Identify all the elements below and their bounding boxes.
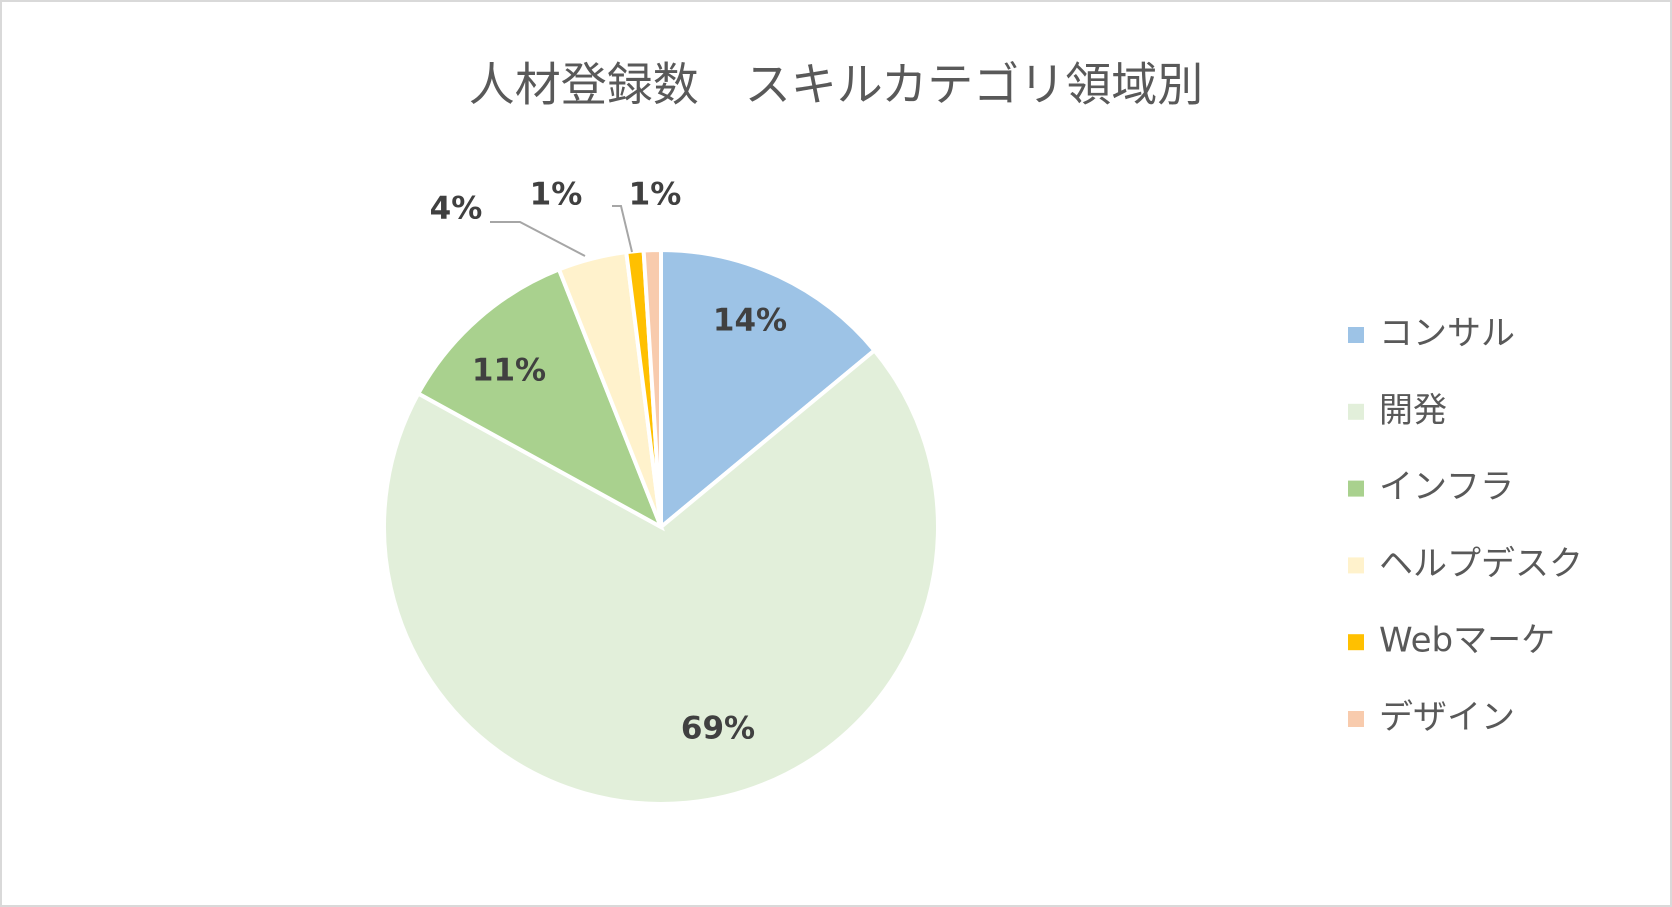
legend-marker <box>1348 403 1364 420</box>
data-label: 4% <box>430 191 483 227</box>
legend-marker <box>1348 634 1364 651</box>
pie-slice <box>415 266 665 532</box>
legend-label: インフラ <box>1379 467 1514 507</box>
data-label: 1% <box>629 177 682 213</box>
leader-line <box>490 221 586 257</box>
chart-title: 人材登録数 スキルカテゴリ領域別 <box>469 58 1204 112</box>
pie-slice <box>382 347 940 806</box>
legend-marker <box>1348 557 1364 574</box>
legend-label: Webマーケ <box>1379 621 1555 661</box>
legend-marker <box>1348 480 1364 497</box>
data-label: 11% <box>472 353 546 389</box>
legend-marker <box>1348 327 1364 343</box>
legend-label: コンサル <box>1379 314 1515 354</box>
legend-label: デザイン <box>1379 698 1515 738</box>
legend-label: 開発 <box>1379 390 1447 430</box>
pie-slice <box>659 247 878 532</box>
leader-line <box>612 205 633 253</box>
data-label: 69% <box>681 711 755 747</box>
pie-slice <box>641 247 663 528</box>
legend-marker <box>1348 711 1364 727</box>
data-label: 1% <box>530 177 583 213</box>
legend-label: ヘルプデスク <box>1379 544 1583 584</box>
data-label: 14% <box>713 303 787 339</box>
